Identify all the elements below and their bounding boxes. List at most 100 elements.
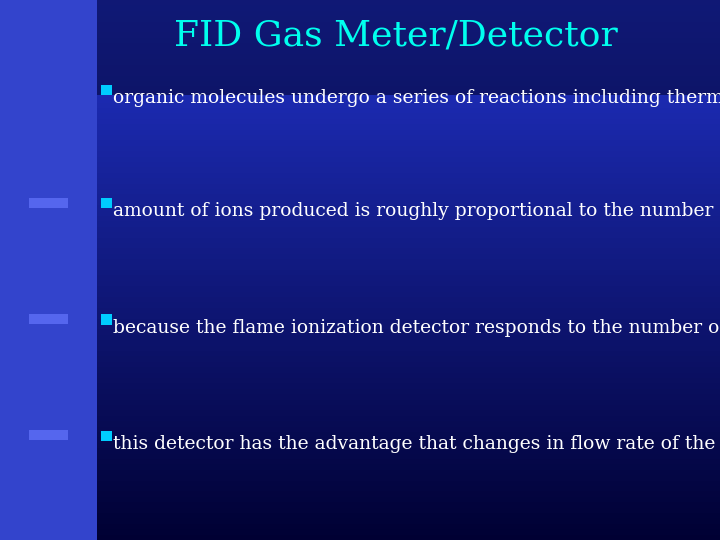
Bar [0, 254, 720, 259]
Bar [29, 314, 68, 324]
Bar [0, 140, 720, 146]
Bar [0, 367, 720, 373]
Bar [0, 167, 720, 173]
Bar [0, 113, 720, 119]
Bar [101, 314, 112, 325]
Bar [0, 297, 720, 302]
Bar [0, 448, 720, 454]
Bar [0, 518, 720, 524]
Bar [0, 508, 720, 513]
Bar [0, 389, 720, 394]
Text: FID Gas Meter/Detector: FID Gas Meter/Detector [174, 18, 618, 52]
Bar [0, 373, 720, 378]
Bar [0, 335, 720, 340]
Bar [0, 16, 720, 22]
Bar [0, 459, 720, 464]
Text: organic molecules undergo a series of reactions including thermal fragmentation,: organic molecules undergo a series of re… [113, 89, 720, 107]
Bar [0, 524, 720, 529]
Bar [0, 292, 720, 297]
Text: amount of ions produced is roughly proportional to the number of reduced carbon : amount of ions produced is roughly propo… [113, 202, 720, 220]
Bar [0, 11, 720, 16]
Bar [0, 416, 720, 421]
Bar [0, 70, 720, 76]
Bar [101, 430, 112, 441]
Bar [0, 329, 720, 335]
Bar [0, 119, 720, 124]
Bar [0, 248, 720, 254]
Bar [0, 194, 720, 200]
Bar [0, 243, 720, 248]
Bar [0, 346, 720, 351]
Bar [0, 54, 720, 59]
Bar [0, 454, 720, 459]
Bar [0, 302, 720, 308]
Bar [0, 43, 720, 49]
Bar [0, 124, 720, 130]
Bar [0, 22, 720, 27]
Bar [0, 0, 720, 5]
Bar [0, 162, 720, 167]
Bar [29, 198, 68, 208]
Bar [101, 198, 112, 208]
Bar [0, 535, 720, 540]
Bar [0, 221, 720, 227]
Bar [0, 275, 720, 281]
Bar [0, 394, 720, 400]
Bar [0, 356, 720, 362]
Bar [101, 85, 112, 95]
Bar [0, 432, 720, 437]
Bar [0, 146, 720, 151]
Bar [97, 0, 720, 94]
Bar [0, 232, 720, 238]
Bar [0, 308, 720, 313]
Bar [0, 324, 720, 329]
Bar [0, 513, 720, 518]
Bar [0, 313, 720, 319]
Bar [0, 351, 720, 356]
Bar [0, 481, 720, 486]
Bar [0, 486, 720, 491]
Bar [0, 286, 720, 292]
Bar [0, 437, 720, 443]
Bar [0, 319, 720, 324]
Bar [0, 38, 720, 43]
Bar [0, 200, 720, 205]
Bar [0, 427, 720, 432]
Bar [0, 59, 720, 65]
Bar [0, 443, 720, 448]
Text: because the flame ionization detector responds to the number of carbon atoms ent: because the flame ionization detector re… [113, 319, 720, 336]
Bar [0, 27, 720, 32]
Bar [0, 470, 720, 475]
Bar [29, 430, 68, 440]
Bar [0, 178, 720, 184]
Bar [0, 464, 720, 470]
Bar [0, 378, 720, 383]
Bar [0, 157, 720, 162]
Text: this detector has the advantage that changes in flow rate of the mobile phase ha: this detector has the advantage that cha… [113, 435, 720, 453]
Bar [0, 362, 720, 367]
Bar [0, 238, 720, 243]
Bar [0, 92, 720, 97]
Bar [0, 400, 720, 405]
Bar [0, 151, 720, 157]
Bar [0, 103, 720, 108]
Bar [0, 130, 720, 135]
Bar [0, 211, 720, 216]
Bar [0, 405, 720, 410]
Bar [0, 529, 720, 535]
Bar [0, 86, 720, 92]
Bar [0, 281, 720, 286]
Bar [0, 227, 720, 232]
Bar [97, 94, 720, 540]
Bar [0, 49, 720, 54]
Bar [0, 76, 720, 81]
Bar [0, 189, 720, 194]
Bar [0, 270, 720, 275]
Bar [0, 184, 720, 189]
Bar [0, 216, 720, 221]
Bar [0, 135, 720, 140]
Bar [0, 475, 720, 481]
Bar [0, 491, 720, 497]
Bar [0, 259, 720, 265]
Bar [0, 97, 720, 103]
